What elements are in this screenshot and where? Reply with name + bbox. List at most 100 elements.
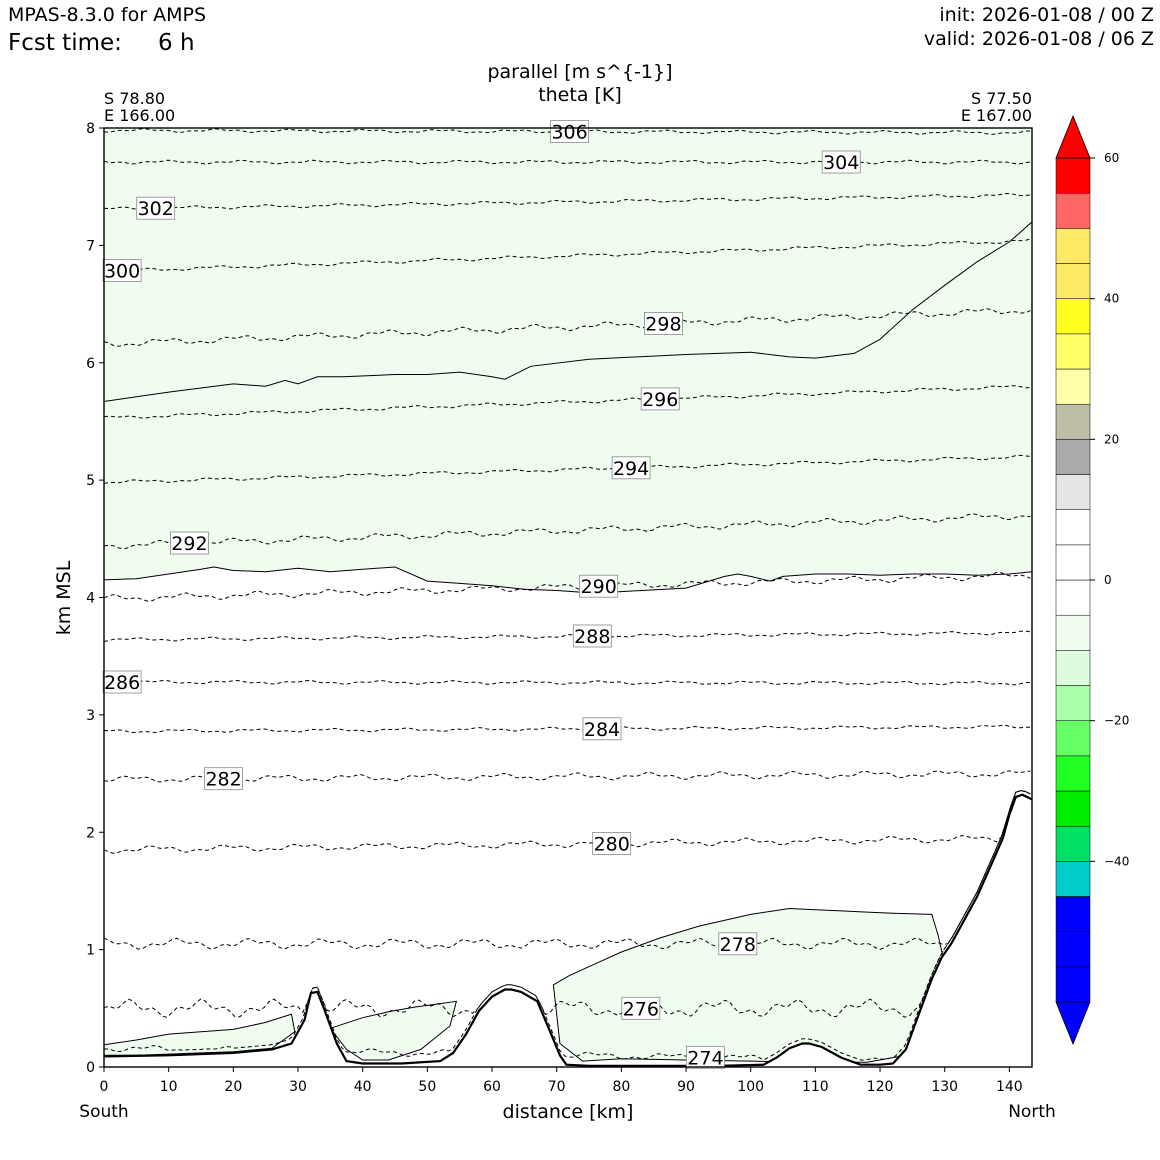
isentrope-label-box-282 [204, 767, 244, 791]
colorbar-segment--45 [1055, 861, 1091, 897]
isentrope-line-306 [104, 128, 1031, 135]
isentrope-label-box-304 [821, 150, 861, 174]
low-level-wind-region-1 [329, 1000, 458, 1061]
isentrope-label-304: 304 [823, 152, 859, 174]
isentrope-label-276: 276 [623, 998, 659, 1020]
isentrope-line-286 [104, 679, 1031, 686]
colorbar-segment-5 [1055, 509, 1091, 546]
isentrope-label-box-288 [572, 624, 612, 648]
isentrope-label-290: 290 [581, 576, 617, 598]
isentrope-label-box-274 [686, 1045, 725, 1069]
isentrope-label-box-298 [644, 312, 683, 335]
colorbar-segment-40 [1055, 263, 1091, 299]
colorbar-segment--30 [1055, 755, 1091, 792]
model-name: MPAS-8.3.0 for AMPS [8, 4, 207, 26]
isentrope-line-300 [104, 238, 1031, 273]
isentrope-label-box-292 [169, 531, 209, 555]
colorbar-segment-25 [1055, 368, 1091, 405]
x-tick-label-50: 50 [418, 1079, 436, 1095]
isentrope-label-296: 296 [642, 389, 678, 411]
y-tick-label-6: 6 [86, 356, 95, 372]
colorbar-tick-label-0: 60 [1104, 151, 1119, 165]
isentrope-line-284 [104, 724, 1031, 734]
isentrope-label-box-300 [102, 259, 142, 283]
y-tick-label-0: 0 [86, 1060, 95, 1076]
isentrope-label-286: 286 [104, 672, 140, 694]
wind-band-fill-1 [104, 128, 1032, 593]
y-tick-label-8: 8 [86, 121, 95, 137]
colorbar-segment--15 [1055, 650, 1091, 686]
y-axis-label: km MSL [53, 560, 75, 635]
isentrope-label-box-276 [621, 996, 661, 1020]
colorbar-segment-55 [1055, 157, 1091, 194]
isentrope-line-278 [104, 790, 1031, 950]
y-tick-label-3: 3 [86, 708, 95, 724]
x-axis-label: distance [km] [503, 1101, 634, 1123]
isentrope-label-280: 280 [594, 833, 630, 855]
isentrope-label-278: 278 [720, 934, 756, 956]
y-tick-label-5: 5 [86, 473, 95, 489]
x-tick-label-40: 40 [354, 1079, 372, 1095]
isentrope-label-288: 288 [574, 626, 610, 648]
x-tick-label-100: 100 [737, 1079, 764, 1095]
right-point-lat: S 77.50 [971, 89, 1032, 108]
colorbar-segment-50 [1055, 192, 1091, 229]
isentrope-label-box-284 [582, 717, 622, 741]
left-point-lon: E 166.00 [104, 106, 175, 125]
terrain-outline [104, 793, 1032, 1067]
isentrope-label-box-306 [550, 120, 589, 143]
valid-time: valid: 2026-01-08 / 06 Z [923, 28, 1154, 50]
y-tick-label-4: 4 [86, 591, 95, 607]
x-tick-label-90: 90 [677, 1079, 695, 1095]
colorbar-tick-label-1: 40 [1104, 292, 1119, 306]
isentrope-label-box-280 [592, 832, 632, 855]
contour-labels: 274 276 278 280 282 284 286 288 290 292 294 296 298 3… [102, 120, 861, 1069]
plot-area [104, 128, 1032, 1067]
colorbar-tick-label-2: 20 [1104, 432, 1119, 446]
colorbar-segment--10 [1055, 614, 1091, 651]
colorbar-segment-35 [1055, 298, 1091, 335]
x-tick-label-10: 10 [160, 1079, 178, 1095]
x-tick-label-20: 20 [224, 1079, 242, 1095]
y-tick-label-2: 2 [86, 825, 95, 841]
y-tick-label-1: 1 [86, 943, 95, 959]
colorbar-segment-10 [1055, 474, 1091, 510]
isentrope-line-294 [104, 454, 1031, 484]
colorbar-tick-label-5: −40 [1104, 854, 1129, 868]
isentrope-line-274 [104, 790, 1031, 1061]
x-tick-label-110: 110 [802, 1079, 829, 1095]
colorbar-segment-30 [1055, 333, 1091, 370]
y-tick-label-7: 7 [86, 238, 95, 254]
right-point-lon: E 167.00 [961, 106, 1032, 125]
axes: 0 10 20 30 40 50 60 70 80 90 100 110 120 130 140 0 1 2 3 4 5… [86, 121, 1023, 1095]
chart-title-wind: parallel [m s^{-1}] [487, 61, 672, 83]
isentrope-line-296 [104, 385, 1031, 419]
isentrope-label-294: 294 [613, 458, 649, 480]
x-tick-label-70: 70 [548, 1079, 566, 1095]
isentrope-line-276 [104, 790, 1031, 1018]
isentrope-label-300: 300 [104, 261, 140, 283]
x-tick-label-140: 140 [996, 1079, 1023, 1095]
isentrope-line-290 [104, 571, 1031, 602]
low-level-wind-region-0 [552, 907, 952, 1063]
fcst-time-label: Fcst time: [8, 30, 122, 56]
isentrope-label-box-290 [579, 574, 619, 598]
terrain-fill [104, 794, 1032, 1067]
fcst-time-value: 6 h [158, 30, 195, 56]
isentrope-label-box-302 [136, 196, 176, 220]
isentrope-label-306: 306 [551, 122, 587, 144]
isentrope-line-302 [104, 192, 1031, 211]
x-tick-label-130: 130 [931, 1079, 958, 1095]
colorbar-segment--20 [1055, 685, 1091, 721]
chart-title-theta: theta [K] [538, 84, 622, 106]
isentrope-label-box-286 [102, 670, 142, 694]
isentrope-label-292: 292 [171, 533, 207, 555]
colorbar-segment--50 [1055, 896, 1091, 932]
x-tick-label-80: 80 [612, 1079, 630, 1095]
north-label: North [1008, 1102, 1056, 1122]
isentrope-label-box-296 [640, 387, 680, 411]
colorbar-segment-20 [1055, 403, 1091, 440]
isentrope-line-304 [104, 159, 1031, 165]
wind-contour-line-0 [104, 221, 1032, 402]
isentrope-line-282 [104, 770, 1031, 783]
